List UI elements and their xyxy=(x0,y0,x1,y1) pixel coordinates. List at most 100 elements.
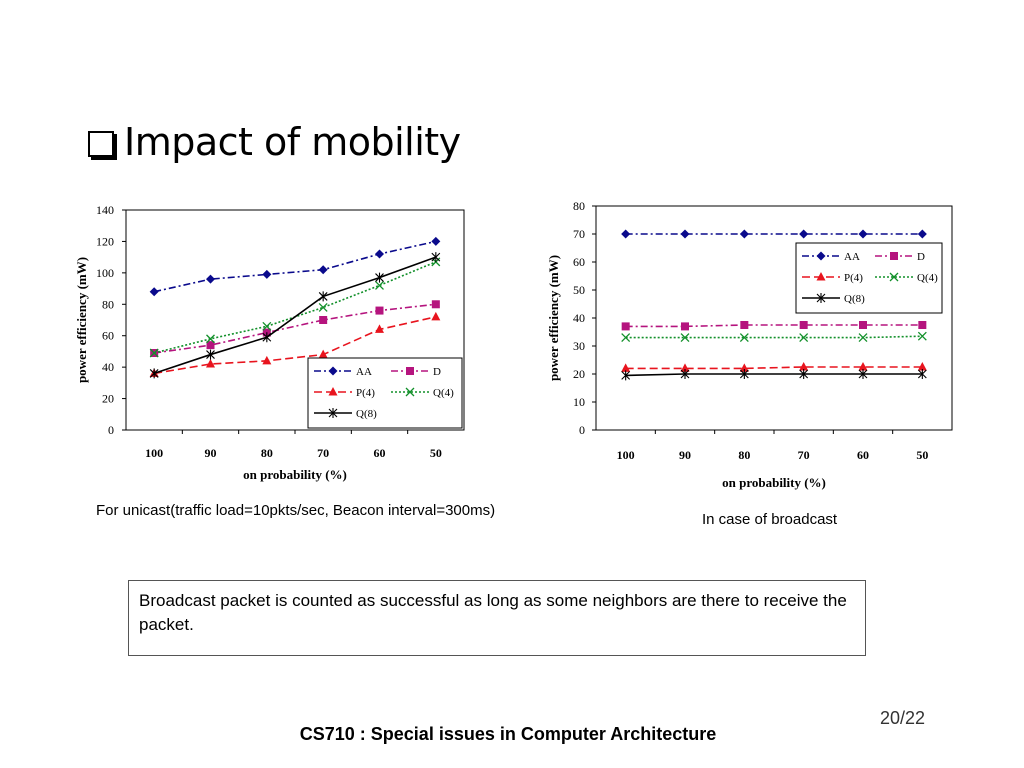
data-point xyxy=(799,369,809,379)
note-box: Broadcast packet is counted as successfu… xyxy=(128,580,866,656)
data-point xyxy=(621,333,631,343)
series-Q(8) xyxy=(621,369,927,381)
legend-entry: Q(8) xyxy=(314,408,377,420)
y-tick-label: 100 xyxy=(96,266,114,280)
data-point xyxy=(318,265,328,275)
x-axis-label: on probability (%) xyxy=(243,467,347,482)
x-tick-label: 50 xyxy=(430,446,442,460)
data-point xyxy=(917,362,927,371)
legend-label: Q(8) xyxy=(356,408,377,420)
legend-label: Q(8) xyxy=(844,293,865,305)
series-line xyxy=(625,335,923,339)
data-point xyxy=(206,349,215,360)
legend-label: P(4) xyxy=(844,272,863,284)
data-point xyxy=(799,333,809,343)
legend-marker xyxy=(816,293,826,303)
y-tick-label: 20 xyxy=(573,367,585,381)
x-axis-label: on probability (%) xyxy=(722,475,826,490)
data-point xyxy=(799,229,809,239)
data-point xyxy=(680,369,690,379)
y-tick-label: 10 xyxy=(573,395,585,409)
legend: AA D P(4) Q(4) Q(8) xyxy=(795,242,943,314)
x-tick-label: 80 xyxy=(738,448,750,462)
series-D xyxy=(621,321,927,331)
data-point xyxy=(262,269,272,279)
legend-marker xyxy=(328,387,338,396)
legend-marker xyxy=(328,366,338,376)
y-tick-label: 20 xyxy=(102,392,114,406)
data-point xyxy=(858,333,868,343)
data-point xyxy=(319,316,328,324)
data-point xyxy=(206,334,215,344)
legend-entry: Q(8) xyxy=(802,293,865,305)
data-point xyxy=(206,359,215,368)
legend-entry: P(4) xyxy=(314,387,375,399)
data-point xyxy=(149,348,159,358)
data-point xyxy=(739,229,749,239)
x-tick-label: 100 xyxy=(617,448,635,462)
series-line xyxy=(153,261,437,354)
data-point xyxy=(621,229,631,239)
series-D xyxy=(150,300,440,357)
data-point xyxy=(917,229,927,239)
series-Q(8) xyxy=(149,252,441,379)
series-line xyxy=(625,373,923,377)
series-AA xyxy=(149,236,441,297)
series-line xyxy=(154,303,436,354)
y-tick-label: 80 xyxy=(573,199,585,213)
legend-marker xyxy=(889,272,899,282)
x-tick-label: 90 xyxy=(205,446,217,460)
x-tick-label: 60 xyxy=(374,446,386,460)
legend-label: P(4) xyxy=(356,387,375,399)
series-Q(4) xyxy=(621,331,927,343)
legend-label: Q(4) xyxy=(433,387,454,399)
data-point xyxy=(858,369,868,379)
legend: AA D P(4) Q(4) Q(8) xyxy=(307,357,463,429)
data-point xyxy=(206,274,215,284)
x-tick-label: 70 xyxy=(798,448,810,462)
data-point xyxy=(680,333,690,343)
slide-title: Impact of mobility xyxy=(88,118,461,166)
chart-1: 0 20 40 60 80 100 120 140 100 90 80 70 60 50 on probab… xyxy=(74,203,465,482)
data-point xyxy=(858,362,868,371)
data-point xyxy=(918,321,927,329)
data-point xyxy=(431,300,440,309)
data-point xyxy=(262,355,272,365)
data-point xyxy=(859,321,867,329)
series-line xyxy=(154,316,437,375)
data-point xyxy=(431,236,441,246)
data-point xyxy=(375,249,384,259)
series-P(4) xyxy=(149,311,441,377)
checkbox-bullet-icon xyxy=(88,131,114,157)
y-tick-label: 0 xyxy=(108,423,114,437)
y-tick-label: 0 xyxy=(579,423,585,437)
y-tick-label: 30 xyxy=(573,339,585,353)
data-point xyxy=(917,369,927,379)
data-point xyxy=(680,363,690,372)
x-tick-label: 90 xyxy=(679,448,691,462)
y-tick-label: 80 xyxy=(102,297,114,311)
y-tick-label: 40 xyxy=(573,311,585,325)
legend-label: AA xyxy=(844,251,860,263)
x-tick-label: 70 xyxy=(317,446,329,460)
data-point xyxy=(681,322,689,331)
x-tick-label: 60 xyxy=(857,448,869,462)
data-point xyxy=(917,331,927,341)
x-tick-label: 80 xyxy=(261,446,273,460)
data-point xyxy=(621,322,630,331)
data-point xyxy=(621,370,631,381)
data-point xyxy=(799,362,809,371)
data-point xyxy=(262,332,272,343)
data-point xyxy=(375,280,384,290)
data-point xyxy=(431,252,441,263)
legend-entry: D xyxy=(391,366,441,378)
legend-entry: AA xyxy=(314,366,372,378)
data-point xyxy=(375,272,384,283)
legend-entry: D xyxy=(875,251,925,263)
legend-label: AA xyxy=(356,366,372,378)
data-point xyxy=(739,369,749,379)
data-point xyxy=(739,363,749,372)
slide-title-text: Impact of mobility xyxy=(124,120,461,164)
series-line xyxy=(153,240,437,293)
